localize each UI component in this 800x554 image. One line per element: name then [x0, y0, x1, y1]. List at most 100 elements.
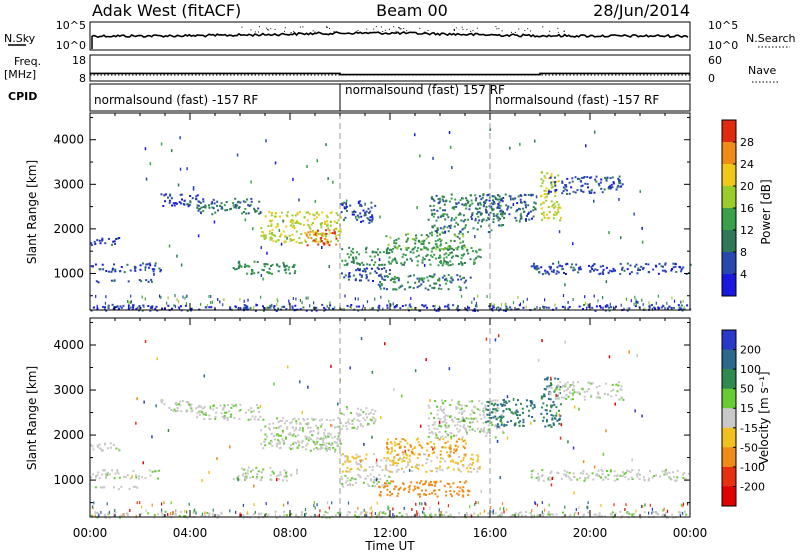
- echo-cell: [233, 268, 236, 271]
- speckle: [499, 507, 501, 511]
- time-tick-label: 04:00: [173, 526, 208, 540]
- noise-speck: [519, 219, 521, 223]
- echo-cell: [426, 306, 428, 309]
- echo-cell: [407, 246, 410, 249]
- echo-cell: [307, 439, 310, 442]
- echo-cell: [440, 513, 443, 516]
- echo-cell: [638, 477, 641, 480]
- echo-cell: [429, 254, 432, 257]
- echo-cell: [463, 420, 466, 423]
- echo-cell: [464, 453, 467, 456]
- colorbar-tick-label: 24: [740, 158, 754, 171]
- echo-cell: [338, 446, 341, 449]
- echo-cell: [366, 424, 369, 426]
- echo-cell: [601, 271, 604, 274]
- echo-cell: [339, 230, 342, 233]
- echo-cell: [385, 466, 388, 469]
- echo-cell: [219, 204, 222, 207]
- echo-cell: [246, 272, 249, 275]
- echo-cell: [257, 406, 260, 409]
- echo-cell: [108, 516, 111, 519]
- echo-cell: [307, 231, 310, 234]
- echo-cell: [302, 417, 305, 420]
- echo-cell: [414, 487, 417, 490]
- echo-cell: [554, 176, 556, 179]
- echo-cell: [602, 264, 604, 267]
- speckle: [382, 307, 384, 311]
- echo-cell: [116, 305, 119, 308]
- echo-cell: [118, 237, 121, 239]
- echo-cell: [572, 398, 574, 401]
- echo-cell: [566, 387, 569, 390]
- echo-cell: [318, 438, 321, 440]
- echo-cell: [543, 193, 546, 196]
- echo-cell: [547, 511, 550, 514]
- echo-cell: [351, 455, 354, 458]
- echo-cell: [357, 216, 360, 219]
- speckle: [94, 514, 96, 518]
- echo-cell: [348, 256, 351, 259]
- echo-cell: [495, 416, 498, 419]
- echo-cell: [557, 472, 560, 475]
- echo-cell: [462, 459, 465, 462]
- echo-cell: [216, 204, 218, 207]
- echo-cell: [349, 275, 351, 278]
- echo-cell: [547, 192, 550, 195]
- colorbar-swatch: [722, 142, 736, 165]
- speckle: [390, 303, 392, 307]
- echo-cell: [276, 264, 279, 267]
- echo-cell: [467, 218, 470, 221]
- speckle: [185, 295, 187, 298]
- echo-cell: [298, 441, 301, 444]
- echo-cell: [449, 246, 452, 249]
- noise-speck: [573, 491, 575, 495]
- echo-cell: [334, 235, 337, 238]
- echo-cell: [158, 267, 161, 270]
- echo-cell: [401, 263, 404, 266]
- echo-cell: [441, 399, 444, 402]
- echo-cell: [458, 438, 461, 441]
- colorbar-tick-label: 50: [740, 383, 754, 396]
- echo-cell: [385, 235, 388, 238]
- echo-cell: [619, 182, 622, 185]
- speckle: [329, 301, 331, 305]
- echo-cell: [98, 477, 101, 480]
- echo-cell: [269, 272, 272, 275]
- echo-cell: [220, 202, 223, 205]
- echo-cell: [370, 206, 373, 209]
- echo-cell: [311, 229, 314, 232]
- speckle: [447, 504, 449, 508]
- echo-cell: [584, 477, 587, 479]
- echo-cell: [463, 439, 466, 442]
- speckle: [495, 307, 497, 311]
- noise-speck: [345, 202, 347, 206]
- echo-cell: [610, 470, 612, 473]
- echo-cell: [491, 209, 494, 212]
- echo-cell: [587, 388, 590, 391]
- echo-cell: [634, 305, 637, 308]
- echo-cell: [461, 228, 464, 231]
- echo-cell: [616, 475, 618, 477]
- echo-cell: [306, 219, 309, 222]
- echo-cell: [450, 432, 453, 435]
- speckle: [186, 510, 188, 514]
- echo-cell: [403, 263, 405, 266]
- noise-speck: [463, 418, 465, 422]
- echo-cell: [459, 287, 462, 289]
- echo-cell: [453, 218, 456, 221]
- echo-cell: [307, 236, 310, 239]
- echo-cell: [241, 467, 244, 470]
- echo-cell: [467, 231, 469, 233]
- echo-cell: [462, 495, 465, 498]
- echo-cell: [191, 197, 194, 200]
- echo-cell: [641, 268, 644, 271]
- echo-cell: [300, 513, 303, 516]
- echo-cell: [439, 480, 442, 483]
- echo-cell: [499, 416, 502, 419]
- noise-speck: [559, 436, 562, 440]
- echo-cell: [362, 270, 364, 273]
- echo-cell: [589, 176, 592, 179]
- echo-cell: [393, 275, 396, 278]
- echo-cell: [555, 406, 558, 409]
